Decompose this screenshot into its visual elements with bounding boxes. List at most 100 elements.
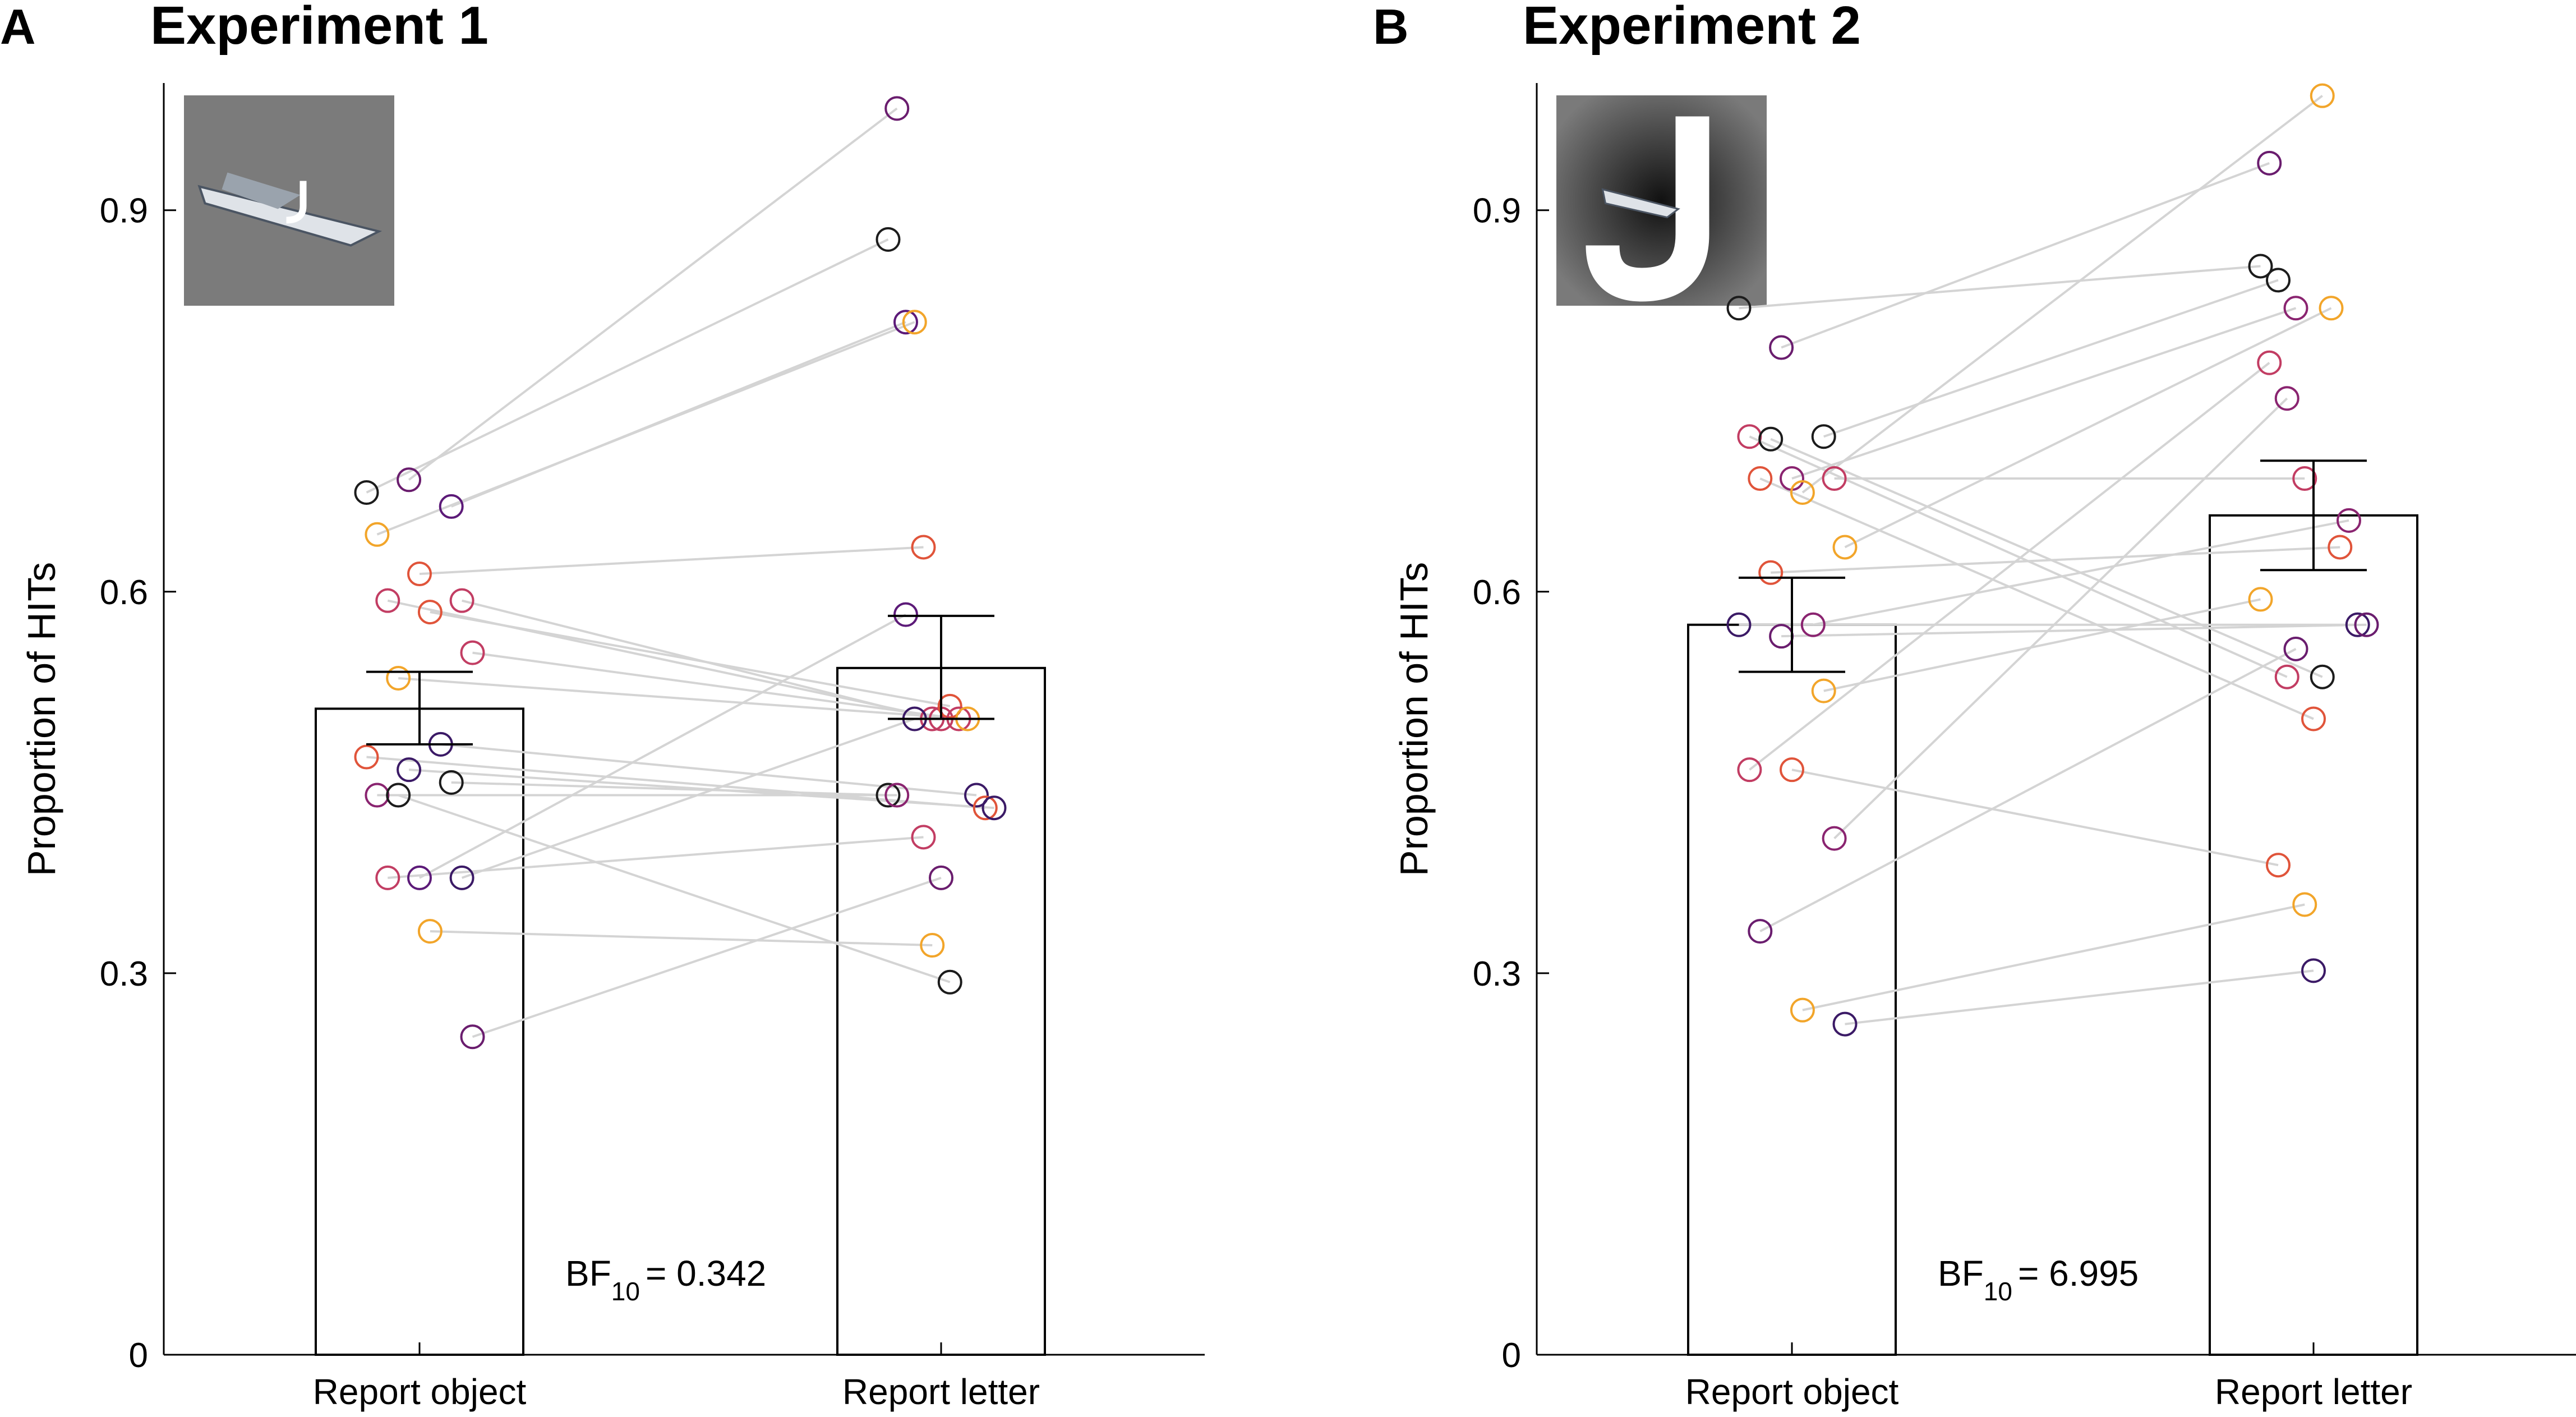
data-point-letter [2274,664,2299,689]
data-point-object [1737,757,1762,783]
x-tick-label: Report letter [842,1372,1040,1412]
data-point-letter [973,795,998,821]
data-point-object [407,562,432,587]
data-point-object [354,480,379,505]
data-point-letter [2310,664,2335,689]
data-point-object [386,783,411,808]
data-point-object [1758,560,1784,585]
data-point-object [375,588,400,613]
bf-label: BF [1938,1253,1984,1294]
bf-subscript: 10 [1984,1277,2012,1306]
stimulus-inset-image [1556,95,1767,306]
bayes-factor-annotation: BF10 = 0.342 [565,1253,766,1306]
data-point-object [397,467,422,493]
paired-line [366,756,985,809]
paired-line [1801,95,2323,494]
x-tick-label: Report letter [2215,1372,2412,1412]
y-tick-label: 0 [129,1336,148,1375]
paired-line [461,717,915,879]
paired-line [1749,362,2270,771]
data-point-letter [2248,587,2273,612]
stimulus-inset-image [184,95,394,306]
data-point-object [417,919,443,944]
bf-value: = 6.995 [2018,1253,2139,1294]
paired-line [1833,397,2288,840]
data-point-letter [964,783,989,808]
data-point-letter [2283,636,2308,661]
paired-line [388,836,924,879]
y-tick-label: 0.3 [1473,955,1521,993]
bf-value: = 0.342 [646,1253,766,1294]
y-tick-label: 0 [1502,1336,1521,1375]
panel-experiment-1: A Experiment 1 0 0.3 0.6 0.9 Proportion of H… [0,0,1205,1412]
data-point-object [417,600,443,625]
data-point-letter [981,795,1007,821]
x-tick-label: Report object [1685,1372,1899,1412]
data-point-letter [875,783,901,808]
panel-label: B [1373,0,1409,54]
paired-line [1791,769,2279,867]
data-point-letter [884,96,910,121]
data-point-object [460,1024,485,1050]
data-point-object [354,744,379,770]
bf-subscript: 10 [611,1277,640,1306]
data-point-letter [2337,508,2361,533]
paired-line [398,677,968,720]
paired-line [472,651,959,720]
data-point-letter [893,310,918,335]
y-axis-label: Proportion of HITs [20,562,63,876]
data-point-object [1748,919,1773,944]
data-point-object [1811,424,1836,449]
bar [315,707,524,1356]
data-point-letter [937,693,962,719]
panel-experiment-2: B Experiment 2 0 0.3 0.6 0.9 Proportion of H… [1373,0,2576,1412]
bf-label: BF [565,1253,611,1294]
paired-line [408,107,898,481]
data-point-object [365,522,390,547]
paired-lines [1739,95,2367,1025]
bar [836,666,1046,1356]
data-point-object [1726,296,1752,321]
bayes-factor-annotation: BF10 = 6.995 [1938,1253,2139,1306]
data-point-letter [884,783,910,808]
paired-line [1823,598,2261,692]
data-point-letter [2328,535,2353,560]
paired-line [1802,903,2305,1011]
boat-cabin-icon [222,172,301,209]
data-point-object [1790,480,1815,505]
paired-line [1770,438,2323,678]
paired-line [419,546,924,576]
data-point-letter [902,310,927,335]
data-point-object [1769,335,1794,360]
data-point-object [1811,678,1836,703]
data-point-letter [2301,958,2326,983]
data-point-letter [875,227,901,252]
data-point-object [1758,426,1784,452]
data-point-letter [2266,268,2291,293]
paired-line [1759,477,2314,720]
y-tick-label: 0.6 [100,573,148,612]
paired-line [376,321,915,536]
data-point-letter [2257,350,2282,375]
data-point-letter [2266,853,2291,878]
letter-j-icon [286,181,307,224]
data-point-object [386,665,411,691]
letter-j-icon [1586,116,1709,302]
data-point-object [1832,535,1858,560]
bar [1687,623,1897,1356]
paired-line [1791,307,2297,480]
data-point-letter [2345,612,2370,637]
paired-line [1749,435,2288,678]
y-tick-label: 0.3 [100,955,148,993]
data-point-letter [2274,386,2299,411]
data-point-object [407,865,432,890]
paired-line [419,613,906,879]
paired-line [398,794,951,983]
data-point-object [1800,612,1826,637]
data-point-object [397,757,422,783]
data-point-letter [937,969,962,995]
paired-line [1781,623,2367,638]
paired-line [1844,307,2332,549]
data-point-object [1790,997,1815,1023]
data-point-object [449,588,474,613]
